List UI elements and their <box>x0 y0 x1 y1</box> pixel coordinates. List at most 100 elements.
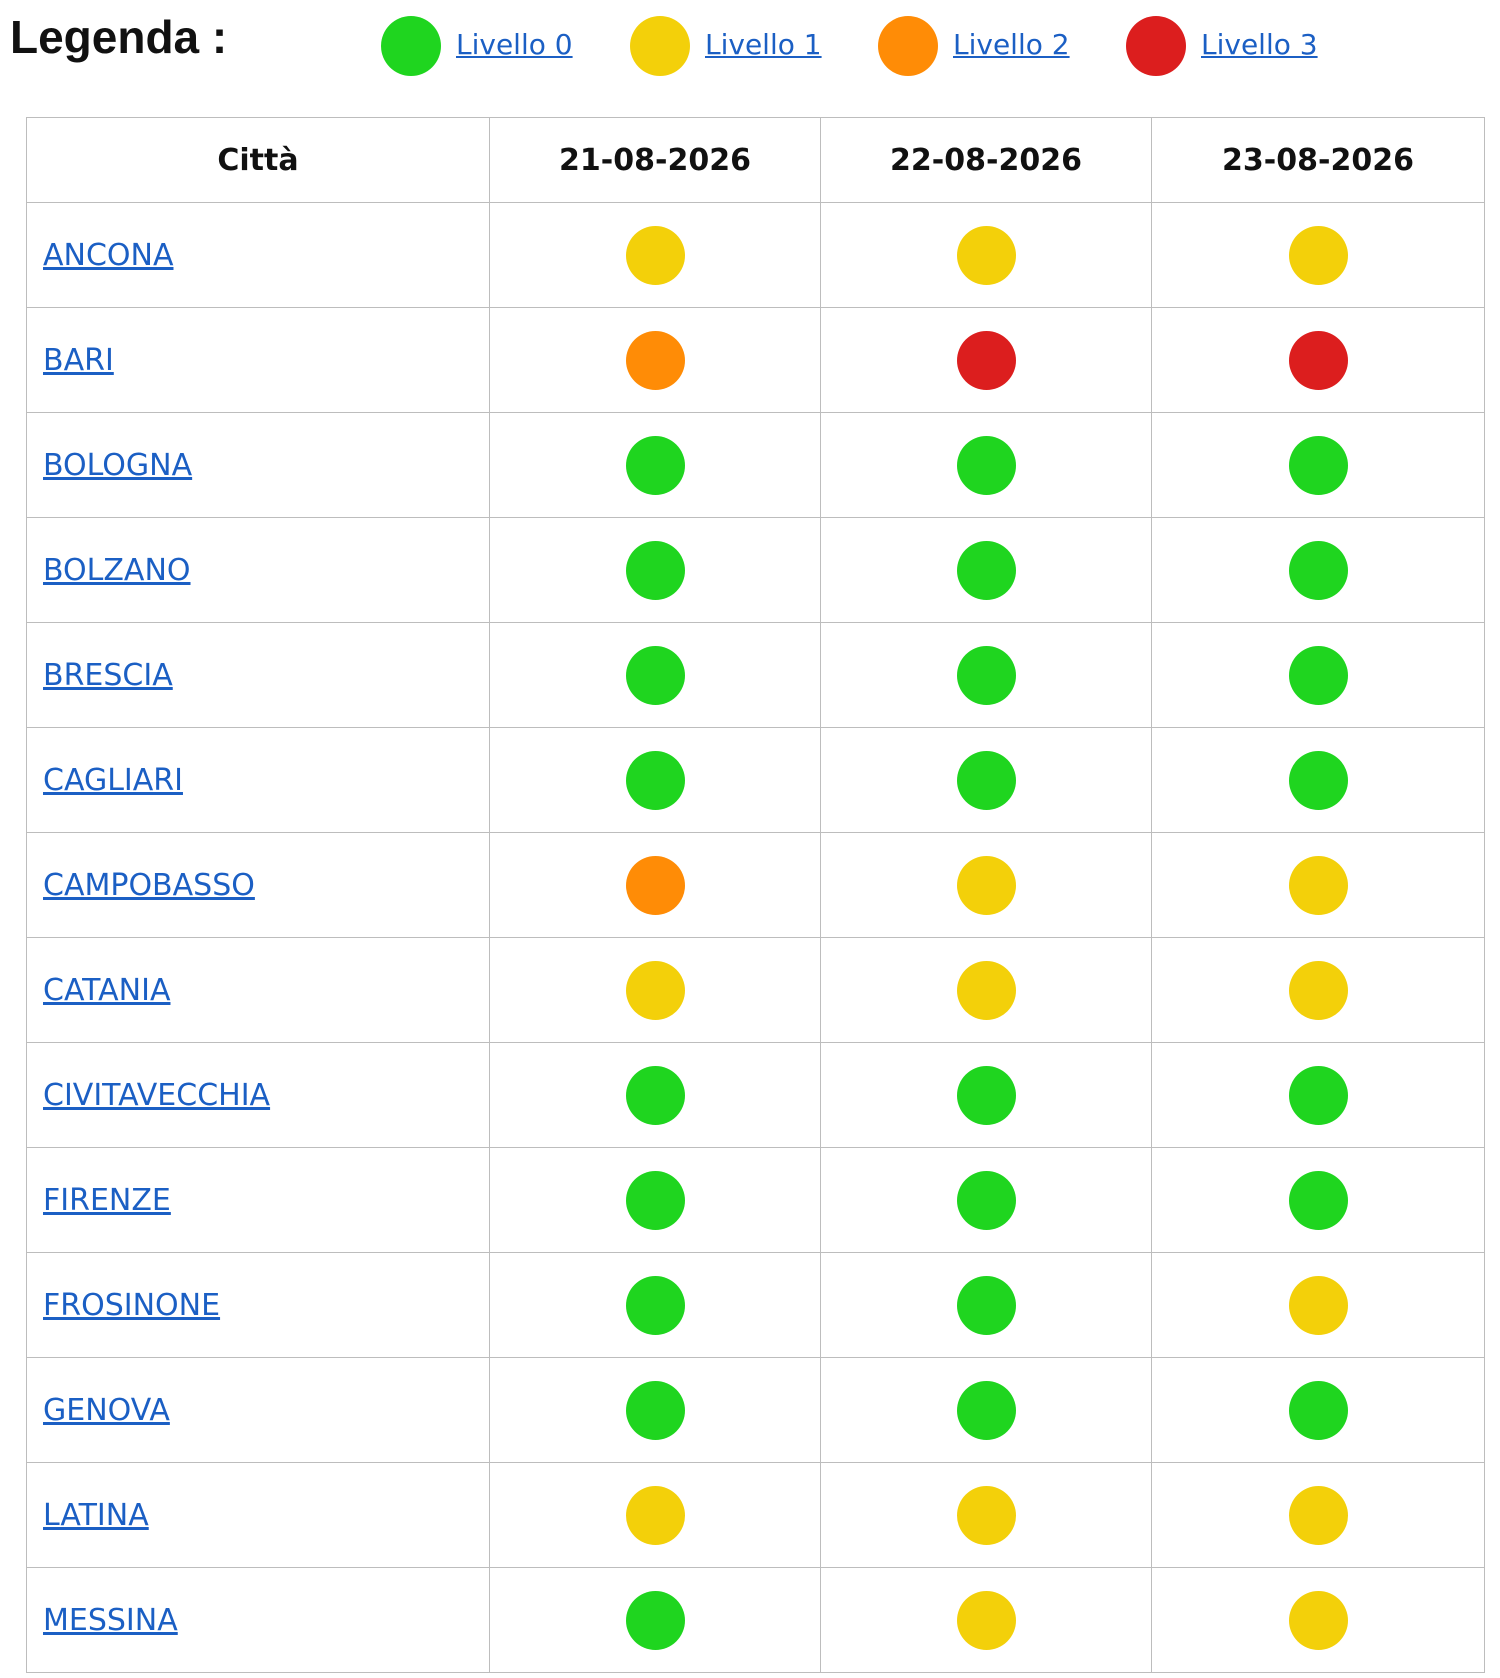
city-cell: LATINA <box>26 1462 490 1568</box>
level-cell <box>489 832 821 938</box>
level-cell <box>489 1147 821 1253</box>
level-dot <box>1288 540 1348 600</box>
level-cell <box>820 1042 1152 1148</box>
level-dot <box>625 1380 685 1440</box>
table-row: GENOVA <box>26 1357 1485 1463</box>
level-cell <box>489 307 821 413</box>
city-link[interactable]: CIVITAVECCHIA <box>43 1077 271 1113</box>
level-cell <box>1151 727 1485 833</box>
legend: Legenda : Livello 0 Livello 1 Livello 2 Liv… <box>0 0 1500 100</box>
level-cell <box>820 517 1152 623</box>
level-cell <box>820 727 1152 833</box>
level-dot <box>1288 1485 1348 1545</box>
city-cell: BRESCIA <box>26 622 490 728</box>
column-header: Città <box>26 117 490 203</box>
level-cell <box>1151 412 1485 518</box>
level-dot <box>956 225 1016 285</box>
level-cell <box>1151 202 1485 308</box>
level-cell <box>820 1252 1152 1358</box>
column-header: 21-08-2026 <box>489 117 821 203</box>
column-header: 23-08-2026 <box>1151 117 1485 203</box>
level-dot <box>625 960 685 1020</box>
city-link[interactable]: CATANIA <box>43 972 171 1008</box>
level-dot <box>625 750 685 810</box>
legend-link[interactable]: Livello 2 <box>953 28 1070 61</box>
level-cell <box>820 307 1152 413</box>
city-link[interactable]: FROSINONE <box>43 1287 221 1323</box>
level-dot <box>625 225 685 285</box>
level-dot <box>1288 1065 1348 1125</box>
city-link[interactable]: BRESCIA <box>43 657 173 693</box>
level-cell <box>1151 1252 1485 1358</box>
level-cell <box>820 622 1152 728</box>
level-cell <box>820 1147 1152 1253</box>
level-dot <box>956 540 1016 600</box>
city-cell: GENOVA <box>26 1357 490 1463</box>
level-dot <box>625 1170 685 1230</box>
level-dot <box>625 645 685 705</box>
header-row: Città 21-08-2026 22-08-2026 23-08-2026 <box>26 117 1485 203</box>
level-cell <box>489 202 821 308</box>
table: Città 21-08-2026 22-08-2026 23-08-2026 ANCO… <box>26 117 1485 1673</box>
city-link[interactable]: BARI <box>43 342 114 378</box>
level-cell <box>1151 307 1485 413</box>
legend-dot <box>1126 16 1186 76</box>
level-cell <box>489 517 821 623</box>
table-body: ANCONA BARI BOLOGNA BOLZANO BRESCIA CAGLIARI C… <box>26 202 1485 1673</box>
level-dot <box>956 1590 1016 1650</box>
city-link[interactable]: BOLZANO <box>43 552 191 588</box>
table-row: FIRENZE <box>26 1147 1485 1253</box>
legend-link[interactable]: Livello 3 <box>1201 28 1318 61</box>
level-cell <box>489 1042 821 1148</box>
level-dot <box>1288 855 1348 915</box>
city-link[interactable]: BOLOGNA <box>43 447 193 483</box>
level-dot <box>1288 960 1348 1020</box>
level-dot <box>1288 1275 1348 1335</box>
level-cell <box>1151 1147 1485 1253</box>
legend-dot <box>381 16 441 76</box>
table-row: ANCONA <box>26 202 1485 308</box>
city-cell: CIVITAVECCHIA <box>26 1042 490 1148</box>
level-cell <box>820 1567 1152 1673</box>
city-link[interactable]: LATINA <box>43 1497 149 1533</box>
city-cell: BOLOGNA <box>26 412 490 518</box>
level-cell <box>1151 937 1485 1043</box>
level-dot <box>956 1170 1016 1230</box>
level-dot <box>625 540 685 600</box>
city-cell: BARI <box>26 307 490 413</box>
city-link[interactable]: FIRENZE <box>43 1182 171 1218</box>
level-dot <box>1288 435 1348 495</box>
level-dot <box>625 855 685 915</box>
legend-dot <box>878 16 938 76</box>
level-cell <box>489 727 821 833</box>
level-dot <box>956 1275 1016 1335</box>
city-link[interactable]: GENOVA <box>43 1392 170 1428</box>
level-dot <box>956 1485 1016 1545</box>
city-cell: CAGLIARI <box>26 727 490 833</box>
level-cell <box>489 1252 821 1358</box>
table-row: BOLOGNA <box>26 412 1485 518</box>
city-link[interactable]: MESSINA <box>43 1602 178 1638</box>
table-row: BRESCIA <box>26 622 1485 728</box>
level-cell <box>489 412 821 518</box>
level-dot <box>625 1485 685 1545</box>
city-cell: MESSINA <box>26 1567 490 1673</box>
level-cell <box>1151 1357 1485 1463</box>
level-cell <box>820 1357 1152 1463</box>
city-link[interactable]: CAMPOBASSO <box>43 867 255 903</box>
table-row: FROSINONE <box>26 1252 1485 1358</box>
level-dot <box>956 855 1016 915</box>
level-dot <box>956 330 1016 390</box>
level-dot <box>1288 1590 1348 1650</box>
level-dot <box>1288 645 1348 705</box>
table-row: MESSINA <box>26 1567 1485 1673</box>
city-link[interactable]: ANCONA <box>43 237 174 273</box>
level-cell <box>1151 517 1485 623</box>
level-cell <box>489 1462 821 1568</box>
table-row: LATINA <box>26 1462 1485 1568</box>
legend-link[interactable]: Livello 1 <box>705 28 822 61</box>
level-cell <box>489 1567 821 1673</box>
legend-link[interactable]: Livello 0 <box>456 28 573 61</box>
city-link[interactable]: CAGLIARI <box>43 762 183 798</box>
